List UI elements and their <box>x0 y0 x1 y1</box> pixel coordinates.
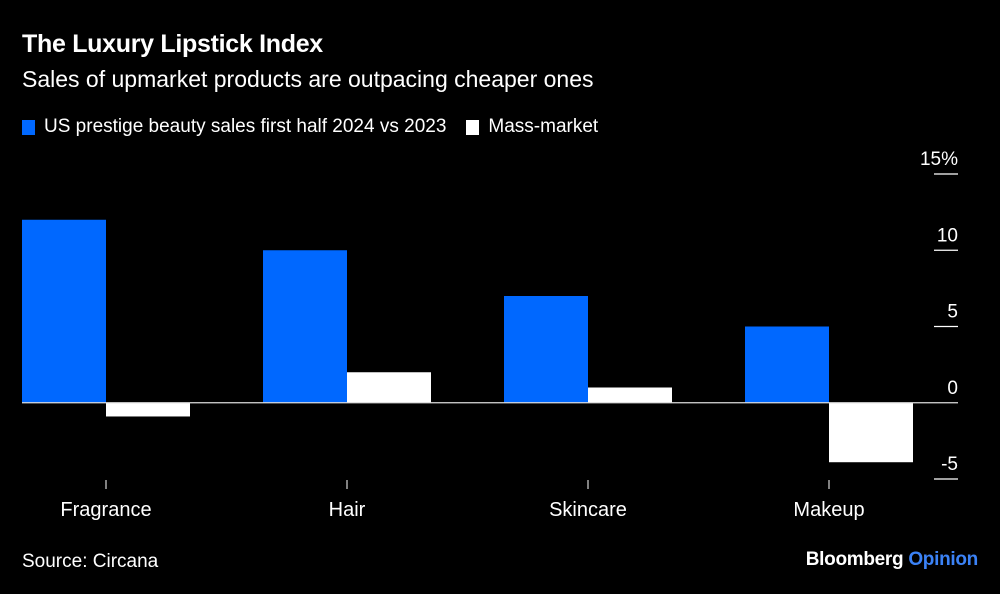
legend-item-prestige: US prestige beauty sales first half 2024… <box>22 116 446 138</box>
x-category-label: Fragrance <box>60 499 151 521</box>
legend-label-mass-market: Mass-market <box>488 116 599 137</box>
bar-prestige-makeup <box>745 326 829 403</box>
chart-title: The Luxury Lipstick Index <box>22 30 323 58</box>
x-category-label: Makeup <box>793 499 864 521</box>
brand-accent: Opinion <box>908 549 978 570</box>
y-tick-label: 5 <box>947 302 958 323</box>
bar-prestige-skincare <box>504 296 588 403</box>
legend: US prestige beauty sales first half 2024… <box>22 116 618 138</box>
legend-swatch-mass-market <box>466 119 480 135</box>
x-category-label: Hair <box>329 499 366 521</box>
source-note: Source: Circana <box>22 551 159 572</box>
chart-subtitle: Sales of upmarket products are outpacing… <box>22 66 594 92</box>
x-category-label: Skincare <box>549 499 627 521</box>
bar-mass-market-skincare <box>588 387 672 403</box>
bar-mass-market-hair <box>347 372 431 403</box>
bar-mass-market-fragrance <box>106 402 190 417</box>
bar-prestige-fragrance <box>22 219 106 403</box>
bar-prestige-hair <box>263 250 347 403</box>
y-tick-label: 0 <box>947 378 958 399</box>
y-tick-label: -5 <box>941 454 958 475</box>
legend-item-mass-market: Mass-market <box>466 116 598 138</box>
legend-label-prestige: US prestige beauty sales first half 2024… <box>44 116 447 137</box>
y-tick-label: 10 <box>937 225 958 246</box>
legend-swatch-prestige <box>22 119 35 135</box>
brand-logo: Bloomberg Opinion <box>805 549 979 571</box>
y-tick-label: 15% <box>920 149 958 170</box>
bar-mass-market-makeup <box>829 402 913 463</box>
brand-main: Bloomberg <box>805 549 904 570</box>
